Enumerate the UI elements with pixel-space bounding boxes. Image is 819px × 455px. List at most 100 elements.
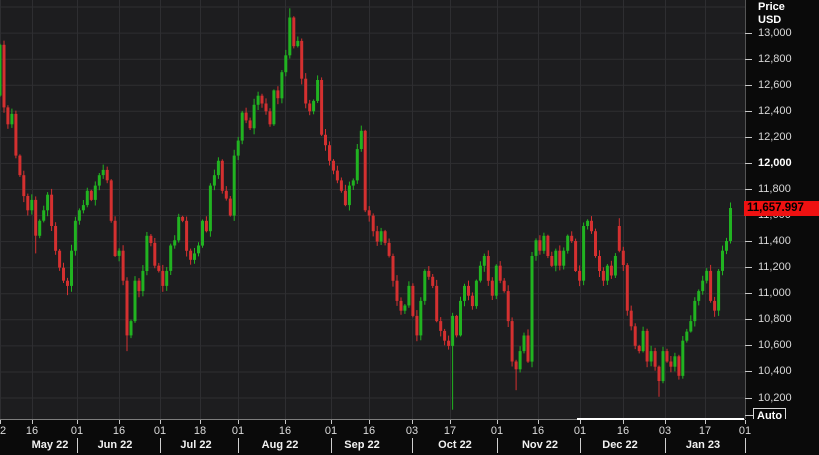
candle-body [629,310,633,327]
scrollbar-thumb[interactable] [577,418,744,420]
candle-body [379,231,383,242]
candle-body [609,265,613,276]
candle-body [423,270,427,301]
candle-body [34,199,38,236]
candle-body [204,220,208,232]
date-axis: 02160116011801160116031701160116031701Ma… [0,418,819,455]
month-label: Jun 22 [97,439,133,451]
candle-body [439,321,443,331]
candle-body [332,160,335,171]
date-tick-mark [200,420,201,424]
date-tick-mark [369,420,370,424]
candle-body [455,315,459,336]
candle-body [224,190,228,199]
candle-body [133,280,137,322]
price-tick-mark [745,189,752,190]
candle-body [129,321,133,336]
candle-body [312,100,316,112]
candle-body [268,111,272,125]
candle-body [395,280,399,301]
price-tick-mark [745,293,752,294]
candle-body [486,256,490,281]
candle-body [570,235,574,241]
candle-body [50,194,54,226]
candle-body [478,265,482,281]
month-divider [580,438,581,453]
date-tick-label: 16 [362,425,376,437]
plot-background [0,0,745,419]
candle-body [530,256,534,362]
price-tick-label: 10,400 [758,365,792,377]
price-tick-label: 11,200 [758,261,791,273]
candle-body [431,276,435,286]
candle-body [506,291,510,322]
candle-body [193,253,196,260]
candle-body [197,245,200,254]
candle-body [260,95,264,104]
candle-body [701,280,705,292]
candle-body [709,270,713,301]
candle-body [510,321,514,362]
candle-body [514,361,518,370]
date-tick-mark [450,420,451,424]
price-tick-label: 11,400 [758,235,791,247]
candle-body [189,250,193,260]
date-tick-mark [497,420,498,424]
date-tick-mark [238,420,239,424]
candle-body [649,351,653,362]
candle-body [435,285,439,322]
candle-body [62,267,65,281]
date-tick-mark [0,420,1,424]
candle-body [705,270,709,281]
candle-body [169,245,173,271]
candle-body [633,326,637,346]
candle-body [153,242,157,266]
date-tick-mark [745,420,746,424]
candle-body [621,250,625,265]
candle-body [697,291,701,301]
candle-body [185,220,189,251]
month-label: Nov 22 [521,439,559,451]
candle-body [54,226,58,251]
candle-body [482,256,486,266]
month-divider [745,438,746,453]
candle-body [284,55,288,73]
candle-body [212,175,216,186]
candle-body [721,250,724,271]
date-tick-mark [538,420,539,424]
candle-body [685,331,689,341]
date-tick-mark [77,420,78,424]
date-tick-label: 01 [738,425,752,437]
candle-body [232,155,236,216]
candle-body [304,78,308,104]
candle-body [328,145,331,161]
candle-body [121,250,125,281]
month-divider [497,438,498,453]
price-tick-label: 12,000 [758,157,792,169]
price-tick-mark [745,59,752,60]
candle-body [141,270,145,292]
chart-plot-area[interactable] [0,0,745,419]
candle-body [10,113,14,125]
candle-body [276,90,280,99]
date-tick-label: 16 [616,425,630,437]
candle-body [359,130,363,149]
candlestick-chart[interactable] [0,0,745,419]
candle-body [637,345,641,352]
candle-body [613,256,617,276]
candle-body [248,120,252,129]
date-tick-label: 01 [231,425,245,437]
candle-body [546,235,550,256]
date-tick-mark [119,420,120,424]
price-tick-label: 12,600 [758,79,792,91]
candle-body [383,231,387,243]
candle-body [93,185,97,200]
candle-body [467,285,470,296]
candle-body [343,190,347,206]
candle-body [66,280,69,286]
candle-body [335,170,339,181]
month-label: Sep 22 [344,439,380,451]
date-tick-label: 17 [698,425,712,437]
candle-body [451,315,455,346]
candle-body [97,175,101,186]
